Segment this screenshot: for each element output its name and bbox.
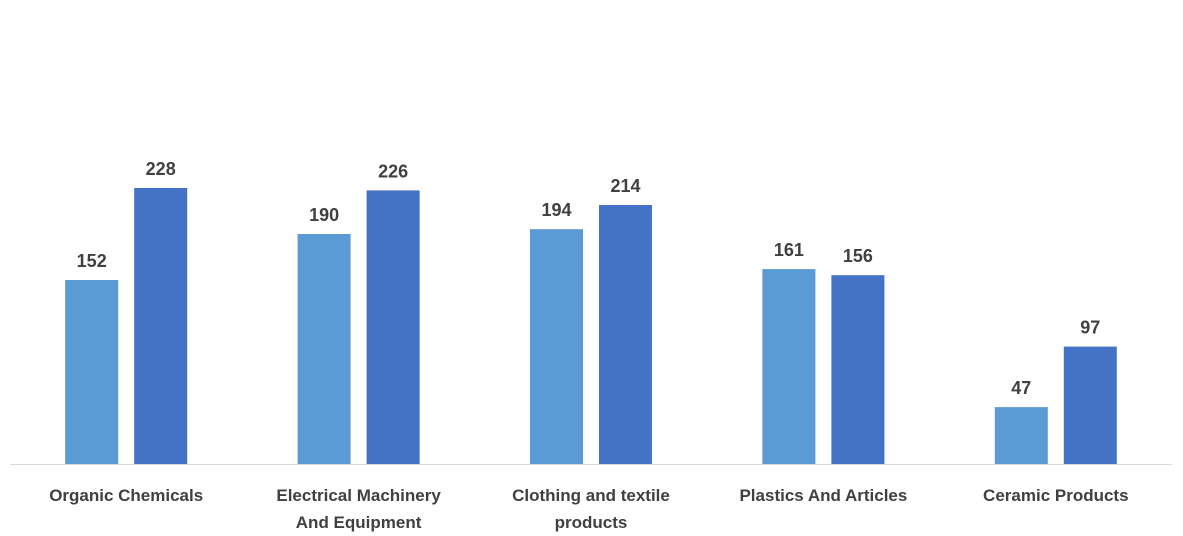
- bar-1-series-1: [65, 280, 119, 464]
- category-label-4: Plastics And Articles: [739, 486, 907, 505]
- data-label-5-series-2: 97: [1080, 318, 1100, 338]
- bar-4-series-1: [762, 269, 816, 464]
- data-label-5-series-1: 47: [1011, 378, 1031, 398]
- data-label-4-series-2: 156: [843, 246, 873, 266]
- bar-3-series-1: [530, 229, 583, 464]
- bar-5-series-1: [994, 407, 1048, 464]
- bar-3-series-2: [599, 205, 652, 464]
- bar-5-series-2: [1063, 346, 1117, 464]
- category-label-line: Electrical Machinery: [276, 486, 441, 505]
- data-label-1-series-1: 152: [77, 251, 107, 271]
- data-label-3-series-2: 214: [610, 176, 640, 196]
- category-label-line: And Equipment: [296, 513, 422, 532]
- bar-2-series-1: [297, 234, 351, 464]
- data-labels-group: 152 228 190 226 194 214 161 156 47 97: [77, 159, 1101, 398]
- category-label-line: Plastics And Articles: [739, 486, 907, 505]
- data-label-1-series-2: 228: [146, 159, 176, 179]
- category-label-line: Clothing and textile: [512, 486, 670, 505]
- data-label-2-series-2: 226: [378, 161, 408, 181]
- category-label-line: products: [555, 513, 628, 532]
- category-label-5: Ceramic Products: [983, 486, 1129, 505]
- category-label-line: Organic Chemicals: [49, 486, 203, 505]
- category-label-3: Clothing and textile products: [512, 486, 670, 532]
- bars-group: [65, 188, 1117, 464]
- bar-1-series-2: [134, 188, 188, 464]
- bar-4-series-2: [831, 275, 885, 464]
- bar-2-series-2: [366, 190, 420, 464]
- data-label-4-series-1: 161: [774, 240, 804, 260]
- category-label-line: Ceramic Products: [983, 486, 1129, 505]
- category-label-1: Organic Chemicals: [49, 486, 203, 505]
- data-label-2-series-1: 190: [309, 205, 339, 225]
- category-label-2: Electrical Machinery And Equipment: [276, 486, 441, 532]
- data-label-3-series-1: 194: [541, 200, 571, 220]
- category-labels-group: Organic Chemicals Electrical Machinery And…: [49, 486, 1128, 532]
